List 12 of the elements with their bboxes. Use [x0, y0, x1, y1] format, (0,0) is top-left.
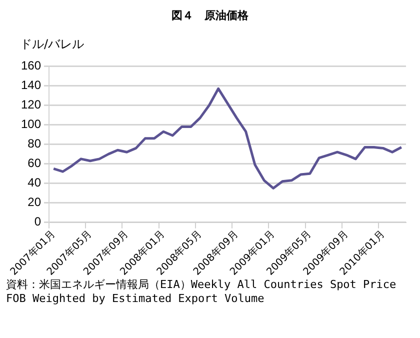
y-tick-label: 140 — [20, 78, 42, 92]
y-tick-label: 60 — [28, 156, 42, 170]
y-axis-title: ドル/バレル — [20, 36, 84, 53]
y-tick-label: 0 — [34, 214, 42, 229]
y-tick-label: 160 — [20, 58, 42, 73]
text: 資料：米国エネルギー情報局（EIA）Weekly All Countries Spot Price FOB Weighted by Estimated Export Volume — [6, 278, 398, 306]
chart-title: 図４ 原油価格 — [170, 8, 250, 23]
y-tick-label: 100 — [20, 117, 42, 132]
y-tick-label: 20 — [28, 195, 42, 210]
y-tick-label: 80 — [28, 136, 42, 151]
y-tick-label: 120 — [20, 98, 42, 112]
y-tick-label: 40 — [28, 176, 42, 190]
